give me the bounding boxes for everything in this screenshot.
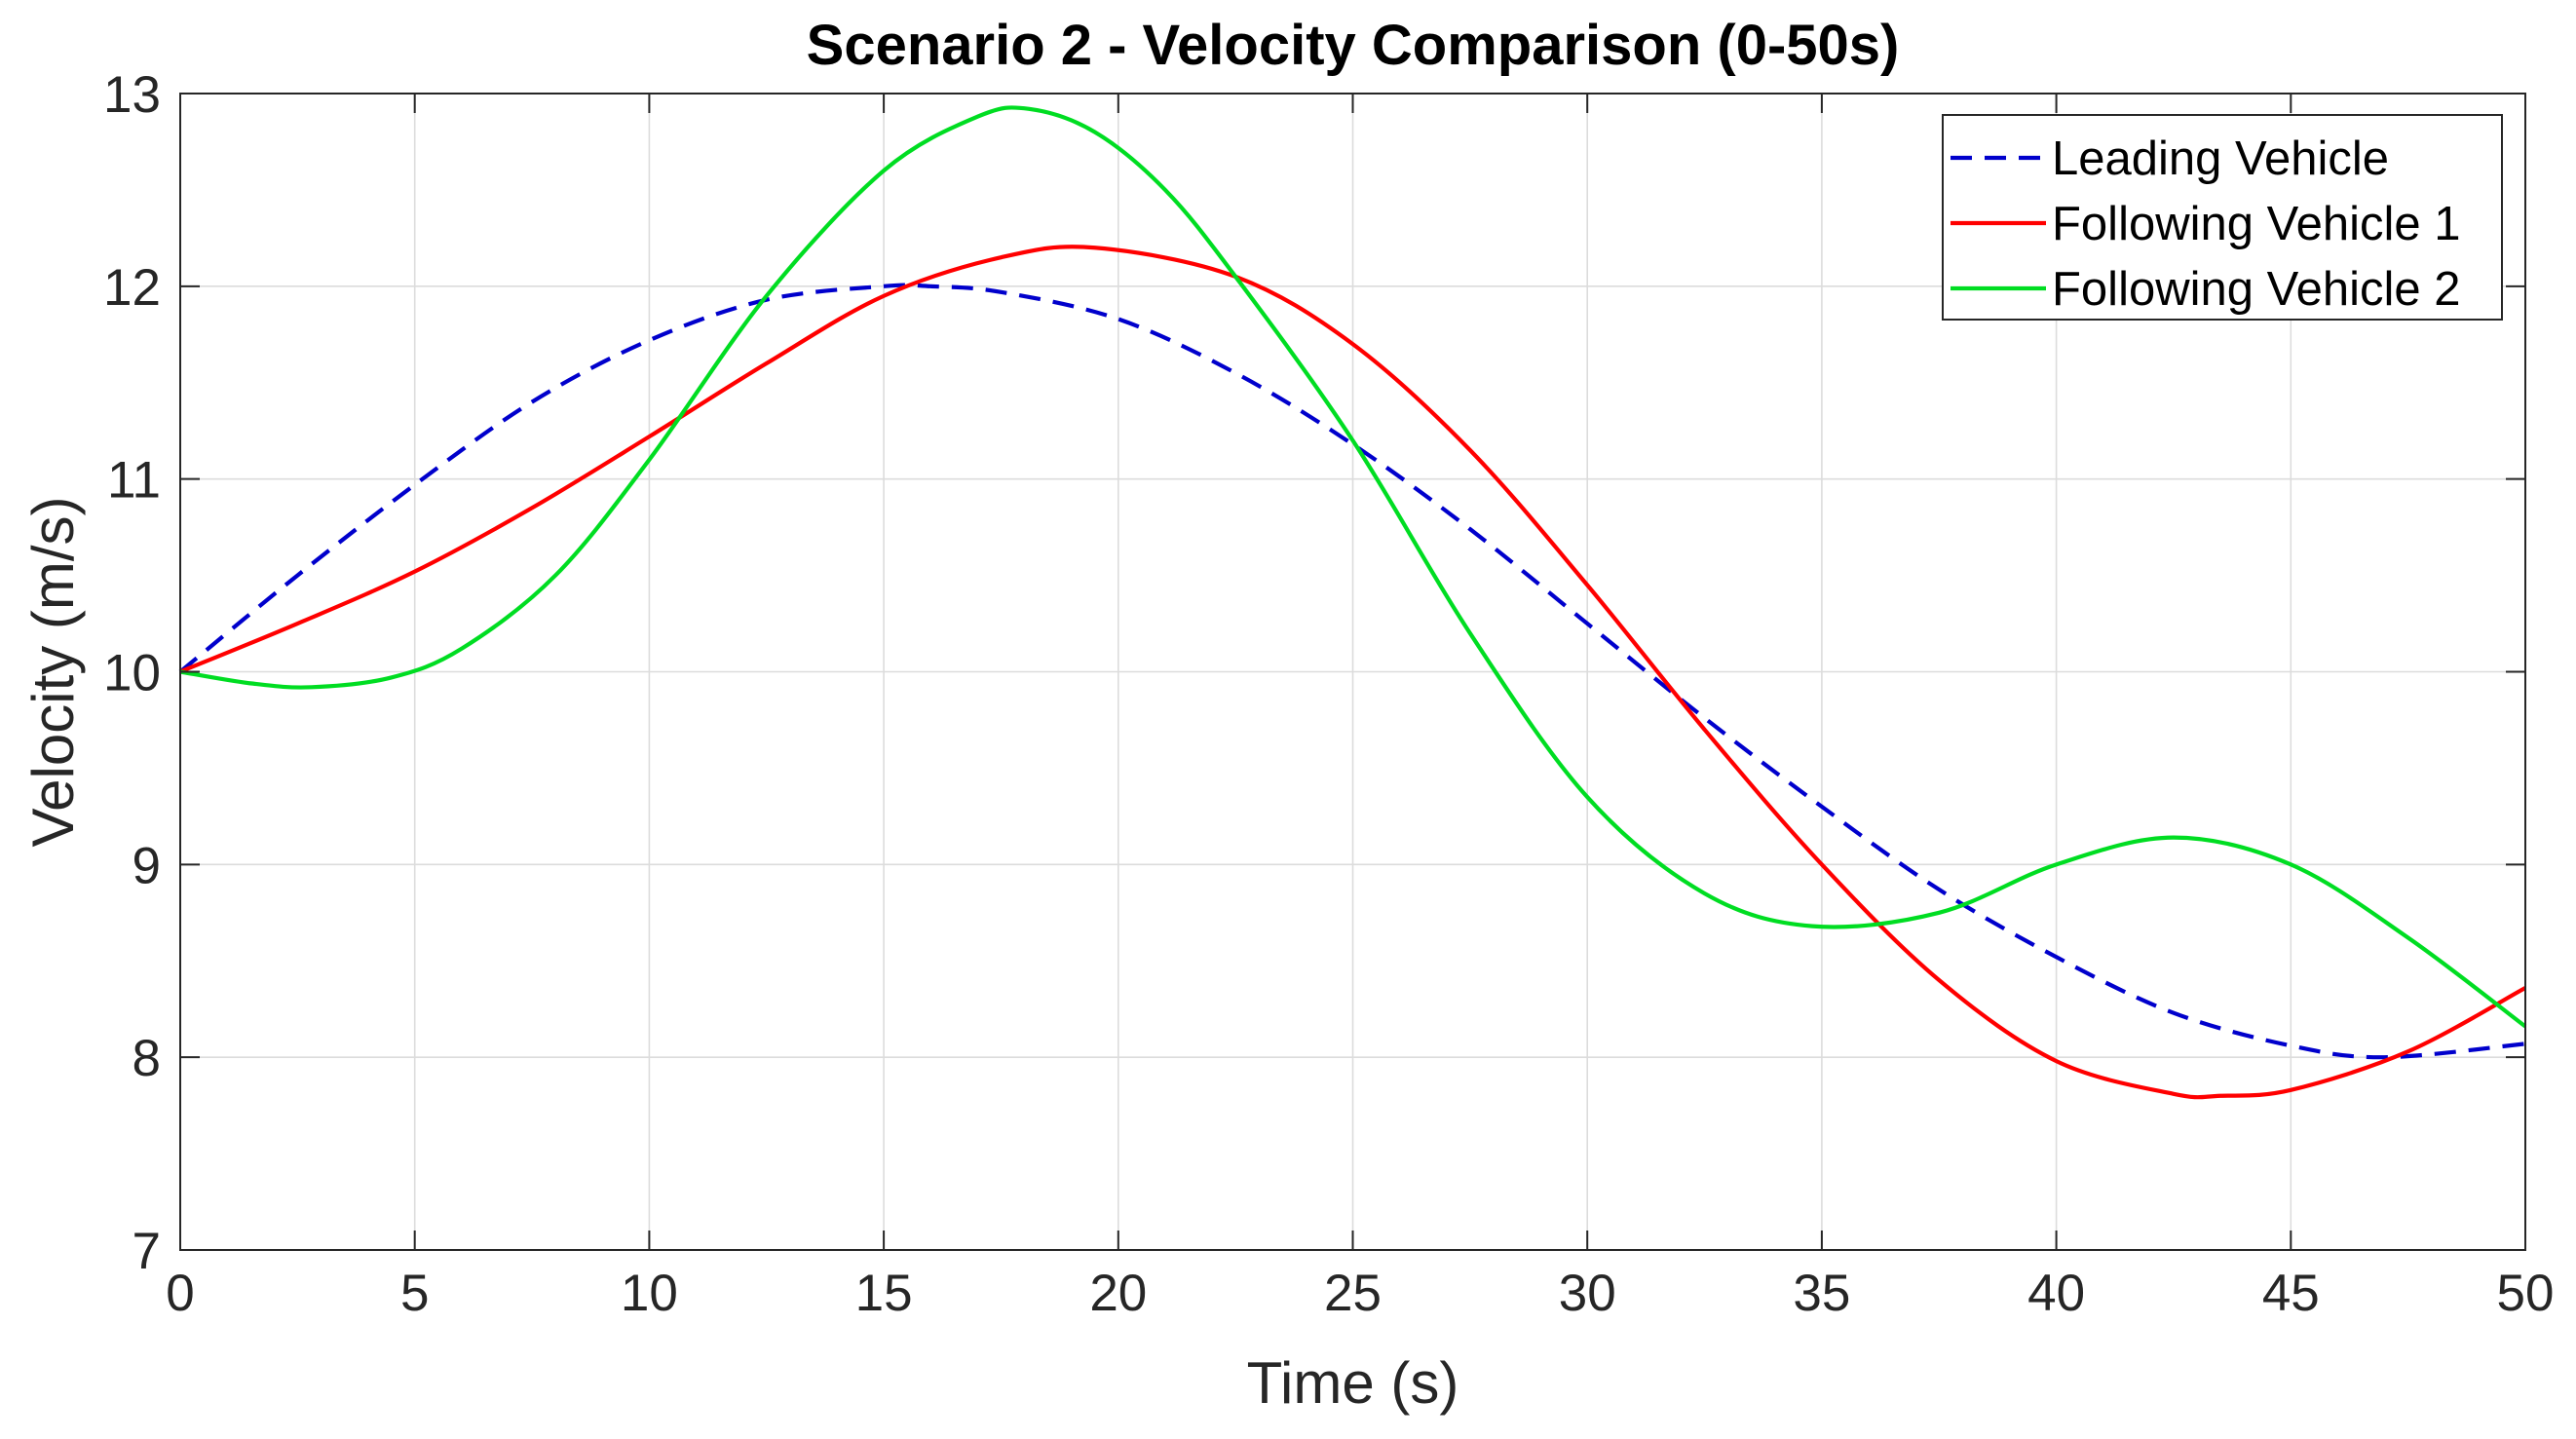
y-tick-label: 7: [133, 1223, 161, 1280]
legend-label: Leading Vehicle: [2052, 133, 2389, 185]
x-tick-label: 35: [1793, 1265, 1850, 1322]
y-tick-label: 12: [103, 259, 161, 317]
y-tick-label: 13: [103, 66, 161, 124]
x-tick-label: 20: [1089, 1265, 1147, 1322]
x-tick-label: 40: [2027, 1265, 2085, 1322]
series-line-following-vehicle-2: [179, 105, 2527, 1029]
x-tick-label: 25: [1324, 1265, 1382, 1322]
x-tick-label: 45: [2262, 1265, 2320, 1322]
x-tick-label: 50: [2497, 1265, 2555, 1322]
x-tick-label: 15: [855, 1265, 913, 1322]
y-axis-label: Velocity (m/s): [20, 496, 86, 847]
series-layer: [178, 105, 2527, 1100]
y-tick-label: 8: [133, 1030, 161, 1087]
y-tick-label: 10: [103, 645, 161, 702]
chart-title: Scenario 2 - Velocity Comparison (0-50s): [807, 14, 1900, 77]
legend-label: Following Vehicle 1: [2052, 198, 2460, 250]
x-tick-label: 10: [621, 1265, 678, 1322]
x-tick-label: 5: [400, 1265, 429, 1322]
series-line-leading-vehicle: [178, 283, 2526, 1060]
x-tick-label: 0: [166, 1265, 194, 1322]
x-tick-label: 30: [1559, 1265, 1616, 1322]
x-axis-label: Time (s): [1247, 1350, 1459, 1416]
legend-box: [1942, 114, 2503, 321]
legend: Leading Vehicle Following Vehicle 1 Follow…: [1942, 114, 2503, 321]
y-tick-label: 11: [107, 452, 161, 510]
axes: 0 5 10 15 20 25 30 35 40 45 50 7 8 9 10 11 12 13: [103, 66, 2554, 1322]
legend-label: Following Vehicle 2: [2052, 263, 2460, 316]
y-tick-label: 9: [133, 837, 161, 894]
series-line-following-vehicle-1: [179, 245, 2527, 1100]
